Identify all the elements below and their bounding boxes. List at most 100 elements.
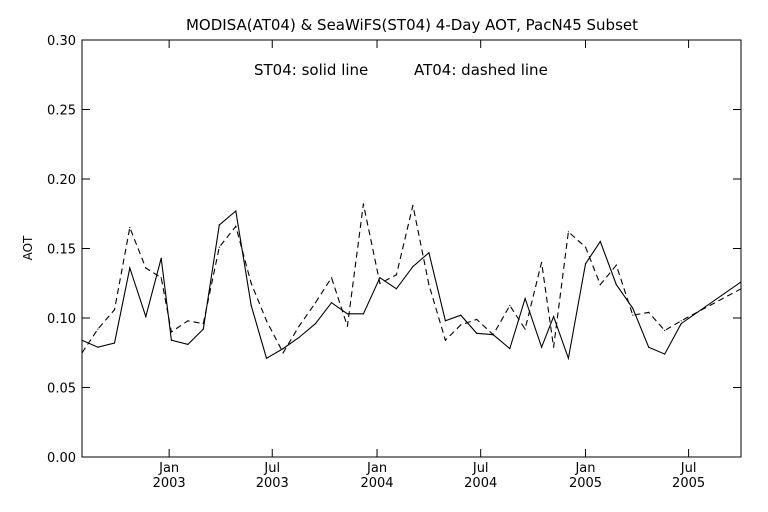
data-point-st04-5 <box>160 257 162 259</box>
data-point-st04-22 <box>428 252 430 254</box>
data-point-st04-18 <box>362 313 364 315</box>
data-point-st04-33 <box>599 240 601 243</box>
data-point-st04-15 <box>314 323 317 325</box>
data-point-st04-14 <box>298 336 300 339</box>
data-point-st04-20 <box>395 288 397 290</box>
data-point-at04-23 <box>444 339 446 341</box>
data-point-at04-25 <box>476 318 478 320</box>
x-tick-month-2: Jan <box>366 461 387 476</box>
data-point-st04-6 <box>170 339 172 341</box>
y-tick-label-5: 0.25 <box>47 104 76 119</box>
data-point-at04-38 <box>680 320 682 322</box>
data-point-at04-4 <box>145 267 147 269</box>
data-point-at04-22 <box>428 284 430 286</box>
data-point-st04-11 <box>250 304 252 307</box>
data-point-at04-8 <box>202 323 204 325</box>
y-tick-label-3: 0.15 <box>47 243 76 258</box>
data-point-at04-32 <box>584 246 587 248</box>
y-tick-label-4: 0.20 <box>47 173 76 188</box>
series-layer <box>81 203 742 361</box>
x-tick-year-0: 2003 <box>153 476 186 491</box>
data-point-at04-28 <box>524 328 526 330</box>
series-line-st04 <box>81 209 742 361</box>
y-tick-label-2: 0.10 <box>47 312 76 327</box>
data-point-st04-7 <box>187 343 189 345</box>
data-point-st04-9 <box>218 224 220 226</box>
data-point-at04-13 <box>282 352 284 354</box>
y-tick-label-1: 0.05 <box>47 382 76 397</box>
plot-frame <box>81 39 742 458</box>
y-tick-label-6: 0.30 <box>47 34 76 49</box>
data-point-at04-18 <box>362 203 364 205</box>
x-tick-year-1: 2003 <box>256 476 289 491</box>
x-tick-month-4: Jan <box>574 461 595 476</box>
data-point-at04-3 <box>129 227 131 229</box>
data-point-st04-10 <box>235 210 237 212</box>
x-tick-month-5: Jul <box>680 461 697 476</box>
series-line-at04 <box>81 203 742 354</box>
chart-title: MODISA(AT04) & SeaWiFS(ST04) 4-Day AOT, … <box>186 16 638 34</box>
data-point-at04-26 <box>492 334 494 336</box>
data-point-at04-27 <box>509 304 511 307</box>
data-point-st04-31 <box>567 357 570 359</box>
data-point-at04-30 <box>553 346 555 348</box>
data-point-st04-1 <box>97 346 99 348</box>
data-point-at04-24 <box>460 324 462 326</box>
data-point-st04-37 <box>664 353 666 355</box>
x-tick-year-4: 2005 <box>569 476 602 491</box>
dashed-line-note: AT04: dashed line <box>414 61 548 79</box>
data-point-st04-35 <box>632 307 634 309</box>
y-axis-label: AOT <box>21 235 35 260</box>
data-point-at04-34 <box>615 264 617 266</box>
x-tick-year-3: 2004 <box>464 476 497 491</box>
x-tick-month-1: Jul <box>263 461 280 476</box>
data-point-st04-23 <box>444 320 446 322</box>
data-point-at04-14 <box>298 325 300 327</box>
x-tick-year-5: 2005 <box>672 476 705 491</box>
data-point-at04-10 <box>235 225 237 227</box>
data-point-st04-36 <box>648 346 650 348</box>
data-point-at04-17 <box>346 325 348 327</box>
data-point-at04-7 <box>187 320 189 322</box>
data-point-st04-25 <box>476 332 478 334</box>
data-point-st04-34 <box>615 284 617 286</box>
data-point-at04-31 <box>567 231 570 233</box>
data-point-at04-35 <box>632 314 634 316</box>
x-tick-month-0: Jan <box>158 461 179 476</box>
data-point-at04-9 <box>218 246 220 248</box>
x-tick-month-3: Jul <box>472 461 489 476</box>
data-point-at04-11 <box>250 282 252 284</box>
data-point-at04-1 <box>97 328 99 330</box>
data-point-st04-30 <box>553 316 555 318</box>
data-point-st04-28 <box>524 297 526 300</box>
data-point-st04-13 <box>282 348 284 350</box>
data-point-at04-5 <box>160 277 162 279</box>
x-tick-year-2: 2004 <box>360 476 393 491</box>
data-point-at04-16 <box>330 277 333 279</box>
data-point-st04-24 <box>460 314 462 316</box>
data-point-st04-4 <box>145 316 147 318</box>
data-point-at04-20 <box>395 274 397 276</box>
data-point-st04-29 <box>541 346 543 348</box>
data-point-at04-2 <box>113 309 116 311</box>
data-point-st04-16 <box>330 302 333 304</box>
data-point-at04-6 <box>170 331 172 333</box>
data-point-at04-15 <box>314 302 317 304</box>
data-point-st04-8 <box>202 328 204 330</box>
data-point-at04-19 <box>379 282 381 284</box>
data-point-st04-12 <box>265 357 268 359</box>
data-point-st04-38 <box>680 323 682 325</box>
data-point-st04-32 <box>584 263 587 265</box>
data-point-at04-33 <box>599 284 601 286</box>
data-point-at04-29 <box>541 261 543 263</box>
data-point-st04-17 <box>346 313 348 315</box>
data-point-at04-37 <box>664 329 666 332</box>
data-point-st04-3 <box>129 267 131 269</box>
data-point-at04-21 <box>412 204 414 206</box>
data-point-st04-27 <box>509 348 511 350</box>
solid-line-note: ST04: solid line <box>254 61 368 79</box>
y-tick-label-0: 0.00 <box>47 451 76 466</box>
ticks-layer: 0.000.050.100.150.200.250.30Jan2003Jul20… <box>47 34 741 491</box>
data-point-st04-2 <box>113 342 116 344</box>
data-point-at04-12 <box>265 320 268 322</box>
